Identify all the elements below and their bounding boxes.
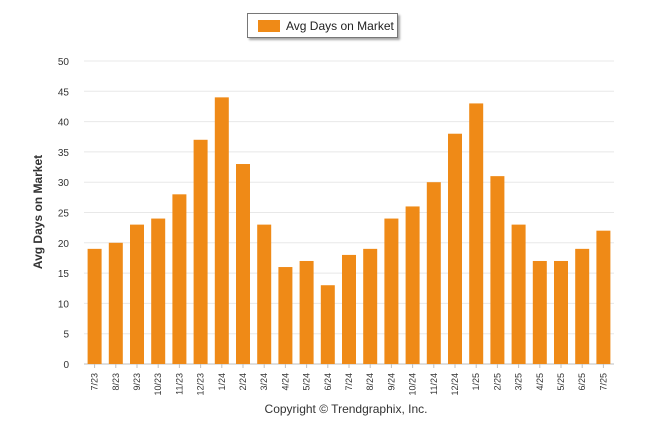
x-tick-label: 5/24 [302, 373, 312, 391]
legend: Avg Days on Market [247, 13, 398, 38]
y-tick-label: 35 [58, 148, 70, 159]
x-tick-label: 4/25 [535, 373, 545, 391]
x-tick-label: 11/24 [429, 373, 439, 395]
bar [532, 260, 547, 364]
bar [87, 248, 102, 364]
y-tick-label: 15 [58, 269, 70, 280]
y-tick-label: 45 [58, 87, 70, 98]
bar [214, 97, 229, 365]
bar [575, 248, 590, 364]
x-tick-label: 6/24 [323, 373, 333, 391]
y-tick-label: 30 [58, 178, 70, 189]
x-tick-label: 8/23 [111, 373, 121, 391]
y-tick-label: 5 [63, 330, 69, 341]
x-tick-label: 4/24 [280, 373, 290, 391]
x-tick-label: 2/24 [238, 373, 248, 391]
x-tick-label: 8/24 [365, 373, 375, 391]
y-tick-label: 0 [63, 360, 69, 371]
x-tick-label: 3/25 [514, 373, 524, 391]
x-tick-label: 7/23 [90, 373, 100, 391]
x-tick-label: 5/25 [556, 373, 566, 391]
y-tick-label: 25 [58, 209, 70, 220]
y-axis-title: Avg Days on Market [31, 154, 45, 270]
y-tick-label: 20 [58, 239, 70, 250]
bar [257, 224, 272, 364]
bar [320, 285, 335, 364]
bar [448, 133, 462, 364]
x-tick-label: 10/23 [153, 373, 163, 396]
bar [342, 254, 356, 364]
x-tick-label: 6/25 [577, 373, 587, 391]
bar [278, 267, 293, 364]
x-tick-label: 12/24 [450, 373, 460, 396]
bar [490, 176, 505, 364]
bar [130, 224, 144, 364]
x-tick-label: 7/24 [344, 373, 354, 391]
bar [151, 218, 166, 364]
bar [511, 224, 526, 364]
bar [172, 194, 187, 364]
copyright-text: Copyright © Trendgraphix, Inc. [264, 402, 428, 416]
bar [596, 230, 611, 364]
bar [426, 182, 441, 364]
x-tick-label: 7/25 [598, 373, 608, 391]
y-tick-label: 40 [58, 118, 70, 129]
bar [405, 206, 420, 364]
bar [469, 103, 484, 365]
bar [193, 139, 208, 364]
bar [384, 218, 399, 364]
x-tick-label: 9/24 [386, 373, 396, 391]
x-tick-label: 9/23 [132, 373, 142, 391]
x-tick-label: 1/24 [217, 373, 227, 391]
bar [363, 248, 378, 364]
x-tick-label: 12/23 [196, 373, 206, 396]
bar [108, 242, 123, 364]
y-tick-label: 10 [58, 299, 70, 310]
bar [299, 260, 314, 364]
x-tick-label: 11/23 [174, 373, 184, 395]
x-tick-label: 2/25 [492, 373, 502, 391]
x-tick-label: 10/24 [408, 373, 418, 396]
x-tick-label: 1/25 [471, 373, 481, 391]
bar [554, 260, 568, 364]
legend-swatch [258, 19, 280, 32]
y-tick-label: 50 [58, 57, 70, 68]
x-tick-label: 3/24 [259, 373, 269, 391]
legend-label: Avg Days on Market [286, 18, 394, 33]
bar [236, 164, 250, 364]
